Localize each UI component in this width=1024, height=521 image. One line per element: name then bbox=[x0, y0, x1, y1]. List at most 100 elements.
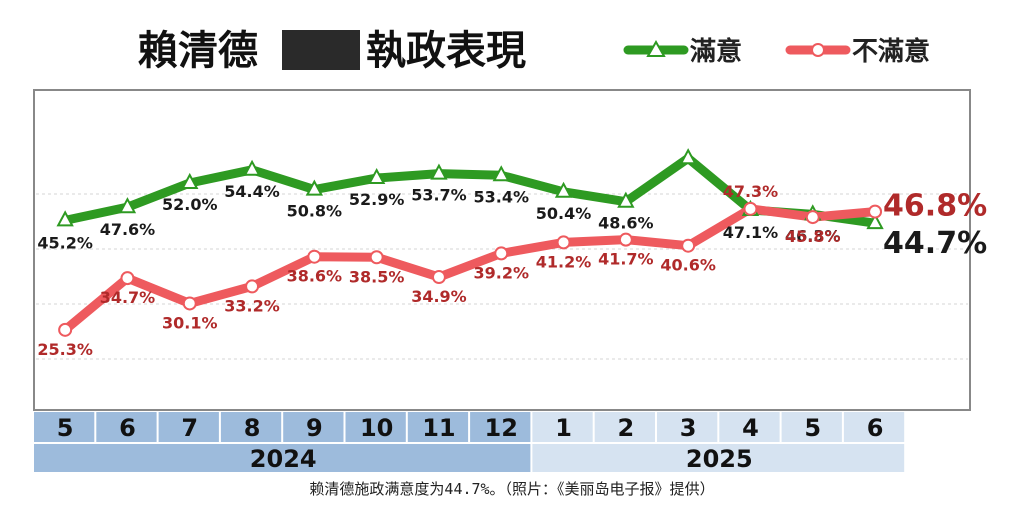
month-cell bbox=[843, 412, 905, 442]
month-cell bbox=[34, 412, 95, 442]
satisfied-value-label: 50.8% bbox=[287, 202, 343, 221]
dissatisfied-point bbox=[681, 238, 696, 253]
month-label: 11 bbox=[422, 414, 455, 442]
dissatisfied-point bbox=[868, 204, 883, 219]
month-cell bbox=[283, 412, 344, 442]
satisfied-value-label: 47.6% bbox=[100, 220, 156, 239]
satisfied-value-label: 46.3% bbox=[785, 226, 841, 245]
year-label-2025: 2025 bbox=[686, 445, 753, 473]
dissatisfied-value-label: 41.2% bbox=[536, 252, 592, 271]
satisfied-value-label: 47.1% bbox=[723, 223, 779, 242]
month-label: 4 bbox=[742, 414, 759, 442]
legend-label-satisfied: 滿意 bbox=[690, 36, 742, 67]
dissatisfied-value-label: 46.8% bbox=[883, 189, 987, 224]
dissatisfied-value-label: 45.8% bbox=[785, 227, 841, 246]
dissatisfied-value-label: 38.6% bbox=[287, 267, 343, 286]
satisfied-point bbox=[181, 172, 199, 189]
satisfaction-chart: 賴清德 執政表現 滿意 不滿意 45.2% 47.6% 52.0% 54.4% 50.8% 5… bbox=[33, 28, 987, 473]
month-cell bbox=[96, 412, 157, 442]
month-label: 6 bbox=[119, 414, 136, 442]
satisfied-value-label: 44.7% bbox=[883, 226, 987, 261]
dissatisfied-point bbox=[182, 296, 197, 311]
satisfied-value-label: 54.4% bbox=[224, 182, 280, 201]
year-cell-2024 bbox=[34, 444, 531, 472]
month-label: 12 bbox=[485, 414, 518, 442]
legend-label-dissatisfied: 不滿意 bbox=[852, 36, 930, 67]
dissatisfied-value-label: 39.2% bbox=[473, 263, 529, 282]
dissatisfied-point bbox=[618, 232, 633, 247]
satisfied-value-label: 53.7% bbox=[411, 186, 467, 205]
month-cell bbox=[594, 412, 655, 442]
month-cell bbox=[532, 412, 593, 442]
satisfied-point bbox=[243, 159, 261, 176]
satisfied-value-label: 45.2% bbox=[37, 233, 93, 252]
satisfied-point bbox=[367, 167, 386, 185]
month-label: 6 bbox=[867, 414, 884, 442]
year-cell-2025 bbox=[532, 444, 905, 472]
month-label: 1 bbox=[555, 414, 572, 442]
satisfied-point bbox=[430, 163, 448, 180]
satisfied-point bbox=[866, 213, 884, 230]
dissatisfied-value-label: 33.2% bbox=[224, 296, 280, 315]
month-label: 8 bbox=[244, 414, 261, 442]
dissatisfied-point bbox=[307, 249, 322, 264]
dissatisfied-point bbox=[556, 235, 571, 250]
satisfied-value-label: 52.9% bbox=[349, 190, 405, 209]
satisfied-point bbox=[118, 197, 137, 214]
series-lines bbox=[60, 153, 880, 335]
satisfied-point bbox=[56, 210, 74, 227]
month-label: 5 bbox=[804, 414, 821, 442]
dissatisfied-line bbox=[60, 204, 880, 335]
year-label-2024: 2024 bbox=[250, 445, 317, 473]
dissatisfied-value-label: 30.1% bbox=[162, 313, 218, 332]
legend-circle-icon bbox=[811, 43, 825, 57]
satisfied-line bbox=[60, 153, 880, 228]
dissatisfied-point bbox=[805, 210, 820, 225]
dissatisfied-value-label: 34.9% bbox=[411, 287, 467, 306]
satisfied-point bbox=[679, 148, 697, 165]
month-cell bbox=[719, 412, 780, 442]
dissatisfied-value-label: 34.7% bbox=[100, 288, 156, 307]
month-label: 10 bbox=[360, 414, 393, 442]
series-markers bbox=[56, 148, 884, 337]
month-cell bbox=[220, 412, 282, 442]
dissatisfied-point bbox=[431, 270, 446, 285]
title-left: 賴清德 bbox=[138, 28, 258, 74]
month-label: 3 bbox=[680, 414, 697, 442]
legend-triangle-icon bbox=[646, 39, 666, 57]
photo-caption: 赖清德施政满意度为44.7%。（照片：《美丽岛电子报》提供） bbox=[309, 480, 715, 498]
dissatisfied-value-label: 25.3% bbox=[37, 340, 93, 359]
dissatisfied-point bbox=[120, 271, 135, 286]
month-label: 9 bbox=[306, 414, 323, 442]
dissatisfied-point bbox=[58, 322, 73, 337]
gridlines bbox=[36, 193, 968, 360]
month-label: 7 bbox=[181, 414, 198, 442]
month-cell bbox=[470, 412, 531, 442]
chart-title: 賴清德 執政表現 bbox=[138, 28, 526, 74]
dissatisfied-point bbox=[245, 279, 260, 294]
dissatisfied-point bbox=[743, 201, 758, 216]
satisfied-point bbox=[554, 181, 573, 198]
month-cell bbox=[158, 412, 219, 442]
satisfied-value-label: 53.4% bbox=[473, 187, 529, 206]
satisfied-value-label: 48.6% bbox=[598, 214, 654, 233]
dissatisfied-point bbox=[369, 250, 384, 265]
dissatisfied-value-label: 41.7% bbox=[598, 250, 654, 269]
month-cell bbox=[657, 412, 718, 442]
dissatisfied-value-label: 40.6% bbox=[660, 256, 716, 275]
data-labels: 45.2% 47.6% 52.0% 54.4% 50.8% 52.9% 53.7% 53.4%… bbox=[37, 182, 987, 359]
month-cell bbox=[345, 412, 406, 442]
title-right: 執政表現 bbox=[366, 28, 526, 74]
redaction-block bbox=[282, 30, 360, 70]
satisfied-value-label: 50.4% bbox=[536, 204, 592, 223]
dissatisfied-point bbox=[494, 246, 509, 261]
month-label: 2 bbox=[617, 414, 634, 442]
satisfied-value-label: 52.0% bbox=[162, 195, 218, 214]
satisfied-point bbox=[617, 191, 635, 208]
month-label: 5 bbox=[57, 414, 74, 442]
month-cell bbox=[781, 412, 842, 442]
dissatisfied-value-label: 38.5% bbox=[349, 267, 405, 286]
dissatisfied-value-label: 47.3% bbox=[723, 182, 779, 201]
month-cell bbox=[407, 412, 469, 442]
